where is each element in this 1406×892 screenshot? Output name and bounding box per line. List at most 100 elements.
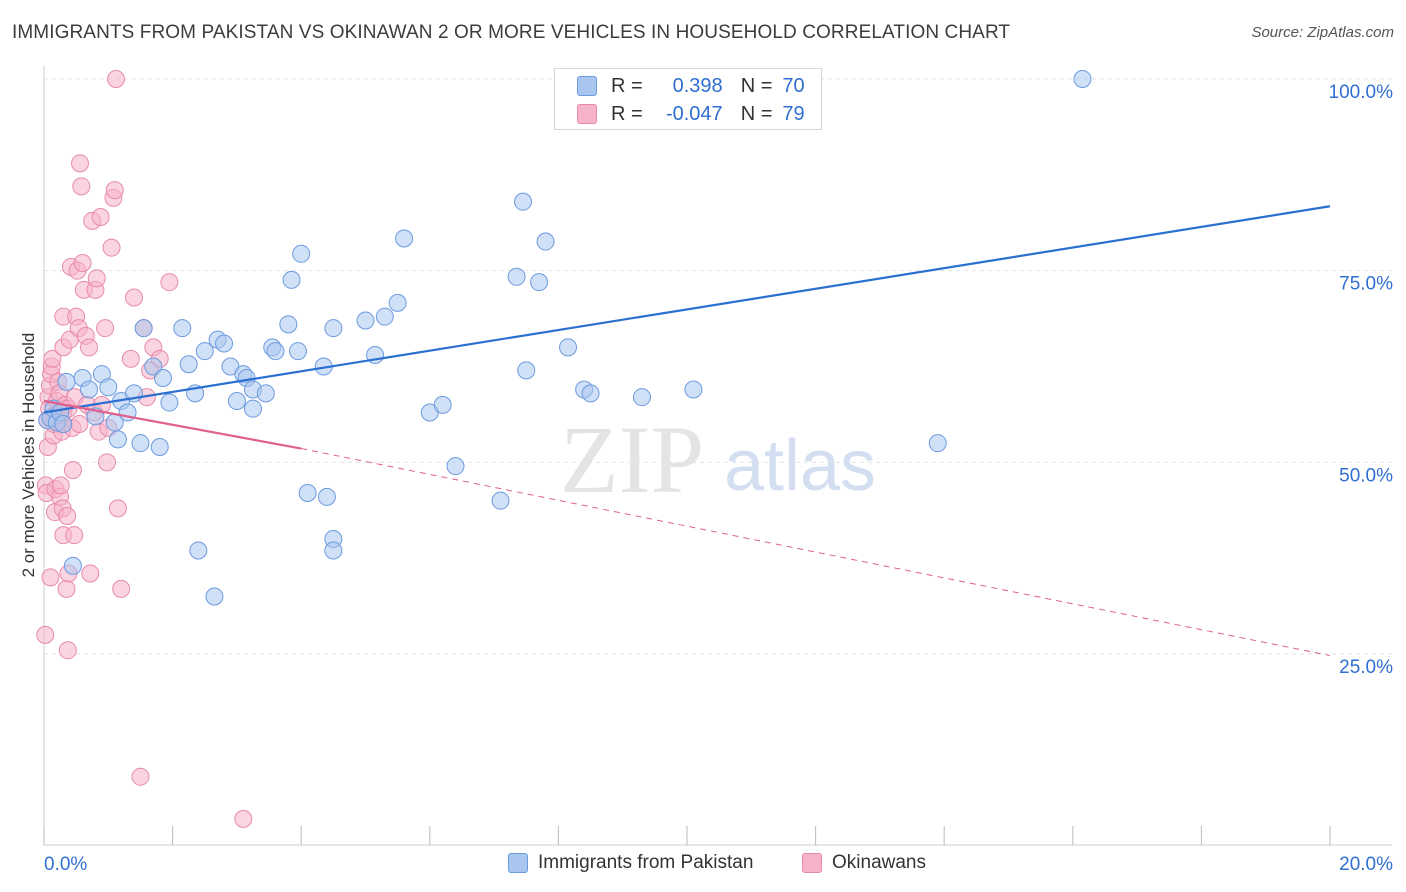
watermark: ZIP atlas (560, 406, 876, 513)
pakistan-point (266, 342, 285, 361)
okinawans-point (57, 579, 76, 598)
okinawans-point (107, 70, 126, 88)
legend-label-okinawans: Okinawans (832, 852, 926, 873)
okinawans-point (72, 177, 91, 196)
okinawans-point (73, 254, 92, 273)
okinawans-point (58, 507, 77, 526)
pakistan-point (317, 487, 336, 506)
stats-swatch-okinawans (577, 104, 597, 124)
pakistan-point (153, 369, 172, 388)
y-tick-label: 50.0% (1339, 465, 1393, 486)
n-label: N = (740, 102, 773, 125)
source-label: Source: ZipAtlas.com (1251, 24, 1394, 41)
pakistan-point (536, 232, 555, 251)
pakistan-point (530, 273, 549, 292)
okinawans-point (131, 767, 150, 786)
watermark-zip: ZIP (560, 406, 704, 513)
pakistan-point (173, 319, 192, 338)
okinawans-trend-line (43, 399, 302, 450)
pakistan-point (559, 338, 578, 357)
okinawans-point (63, 461, 82, 480)
y-tick-label: 25.0% (1339, 657, 1393, 678)
r-label: R = (611, 74, 643, 97)
pakistan-point (108, 430, 127, 449)
stats-swatch-pakistan (577, 76, 597, 96)
pakistan-points (38, 70, 1092, 606)
pakistan-point (491, 491, 510, 510)
y-tick-label: 75.0% (1339, 274, 1393, 295)
pakistan-point (131, 434, 150, 453)
pakistan-point (395, 229, 414, 248)
trend-lines (43, 205, 1331, 657)
pakistan-point (150, 438, 169, 457)
pakistan-point (356, 311, 375, 330)
axis-layer (43, 66, 1392, 846)
okinawans-point (65, 526, 84, 545)
legend-swatch-pakistan (508, 853, 528, 873)
okinawans-point (112, 579, 131, 598)
pakistan-point (1073, 70, 1092, 88)
pakistan-point (134, 319, 153, 338)
pakistan-point (256, 384, 275, 403)
pakistan-point (57, 372, 76, 391)
okinawans-point (96, 319, 115, 338)
r-value-pakistan: 0.398 (672, 74, 723, 97)
tick-labels: 25.0% 50.0% 75.0% 100.0% 0.0% 20.0% (44, 82, 1393, 875)
legend-item-okinawans[interactable]: Okinawans (802, 852, 926, 874)
pakistan-point (54, 415, 73, 434)
okinawans-point (36, 625, 55, 644)
legend-label-pakistan: Immigrants from Pakistan (538, 852, 754, 873)
pakistan-trend-line (43, 205, 1331, 414)
pakistan-point (517, 361, 536, 380)
pakistan-point (514, 192, 533, 211)
watermark-atlas: atlas (724, 426, 876, 506)
r-label: R = (611, 102, 643, 125)
pakistan-point (375, 307, 394, 326)
pakistan-point (189, 541, 208, 560)
okinawans-point (125, 288, 144, 307)
n-label: N = (740, 74, 773, 97)
pakistan-point (215, 334, 234, 353)
y-axis-label: 2 or more Vehicles in Household (19, 332, 38, 578)
okinawans-point (43, 349, 62, 368)
stats-row-okinawans: R = -0.047 N = 79 (577, 101, 805, 127)
pakistan-point (632, 388, 651, 407)
okinawans-point (108, 499, 127, 518)
okinawans-point (51, 476, 70, 495)
okinawans-point (41, 568, 60, 587)
pakistan-point (446, 457, 465, 476)
pakistan-point (507, 267, 526, 286)
pakistan-point (99, 378, 118, 397)
okinawans-point (102, 238, 121, 257)
pakistan-point (288, 342, 307, 361)
pakistan-point (388, 293, 407, 312)
n-value-pakistan: 70 (782, 74, 805, 97)
okinawans-point (91, 208, 110, 227)
pakistan-point (80, 380, 99, 399)
okinawans-point (80, 338, 99, 357)
pakistan-point (279, 315, 298, 334)
pakistan-point (324, 319, 343, 338)
legend-swatch-okinawans (802, 853, 822, 873)
pakistan-point (160, 393, 179, 412)
pakistan-point (63, 556, 82, 575)
x-tick-label: 20.0% (1339, 854, 1393, 875)
series-legend: Immigrants from Pakistan Okinawans (0, 850, 1406, 880)
n-value-okinawans: 79 (782, 102, 805, 125)
pakistan-point (433, 395, 452, 414)
okinawans-point (58, 641, 77, 660)
pakistan-point (292, 244, 311, 263)
pakistan-point (179, 355, 198, 374)
x-tick-label: 0.0% (44, 854, 87, 875)
legend-item-pakistan[interactable]: Immigrants from Pakistan (508, 852, 753, 874)
okinawans-point (98, 453, 117, 472)
grid-layer (44, 78, 1392, 655)
okinawans-point (71, 154, 90, 173)
okinawans-point (160, 273, 179, 292)
stats-row-pakistan: R = 0.398 N = 70 (577, 73, 805, 99)
stats-legend: R = 0.398 N = 70 R = -0.047 N = 79 (554, 68, 822, 130)
okinawans-point (87, 269, 106, 288)
pakistan-point (227, 392, 246, 411)
pakistan-point (144, 357, 163, 376)
